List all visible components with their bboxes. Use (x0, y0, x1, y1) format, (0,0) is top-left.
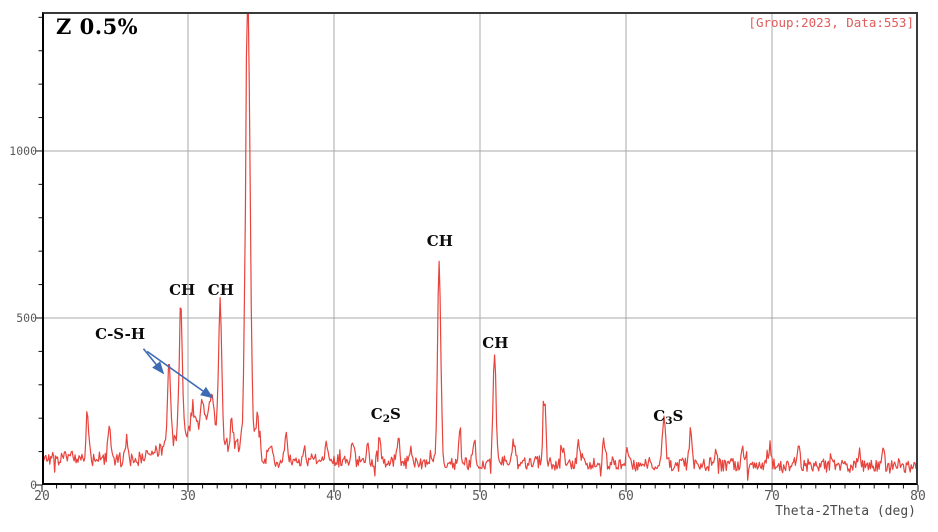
y-tick-label: 500 (16, 310, 37, 325)
x-tick-label: 50 (472, 489, 488, 504)
csh-annotation-arrow (142, 348, 165, 375)
x-tick-label: 60 (618, 489, 634, 504)
xrd-trace-line (42, 12, 918, 481)
y-tick-label: 1000 (9, 143, 37, 158)
x-axis-title: Theta-2Theta (deg) (775, 504, 916, 519)
xrd-plot-canvas (42, 12, 918, 485)
y-tick-label: 0 (30, 478, 37, 492)
x-tick-label: 20 (34, 489, 50, 504)
dataset-info-label: [Group:2023, Data:553] (748, 15, 914, 30)
x-tick-label: 70 (764, 489, 780, 504)
chart-title: Z 0.5% (56, 14, 139, 39)
x-tick-label: 40 (326, 489, 342, 504)
x-tick-label: 30 (180, 489, 196, 504)
csh-annotation-arrow (146, 350, 214, 399)
x-tick-label: 80 (910, 489, 926, 504)
